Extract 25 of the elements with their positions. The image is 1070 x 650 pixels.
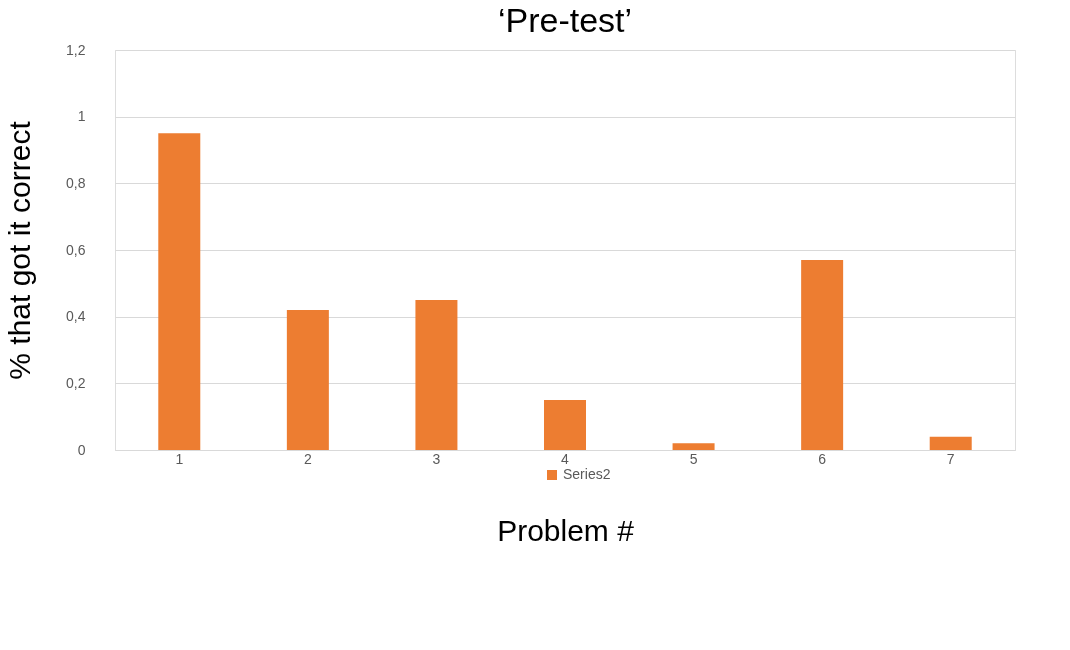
x-tick-label: 5: [689, 450, 698, 467]
x-tick-label: 1: [175, 450, 184, 467]
y-tick-label: 0,2: [66, 374, 86, 391]
bar: [158, 133, 201, 450]
x-tick-label: 7: [946, 450, 955, 467]
x-tick-label: 4: [561, 450, 570, 467]
bar: [415, 300, 458, 450]
y-tick-label: 0,6: [66, 241, 86, 258]
x-tick-label: 2: [303, 450, 312, 467]
bar: [544, 400, 586, 450]
x-axis-title: Problem #: [497, 513, 635, 547]
chart-title: ‘Pre-test’: [497, 1, 633, 39]
x-tick-label: 3: [432, 450, 441, 467]
bar: [286, 310, 329, 450]
y-tick-label: 0,8: [66, 174, 86, 191]
y-tick-label: 0: [77, 441, 86, 458]
y-tick-label: 1,2: [66, 41, 86, 58]
y-tick-label: 0,4: [66, 308, 86, 325]
bar: [801, 260, 844, 450]
bar: [929, 436, 972, 450]
y-axis-title: % that got it correct: [3, 120, 37, 380]
x-tick-label: 6: [818, 450, 827, 467]
bar: [672, 443, 715, 450]
legend-label: Series2: [563, 466, 611, 482]
y-tick-label: 1: [77, 108, 86, 125]
